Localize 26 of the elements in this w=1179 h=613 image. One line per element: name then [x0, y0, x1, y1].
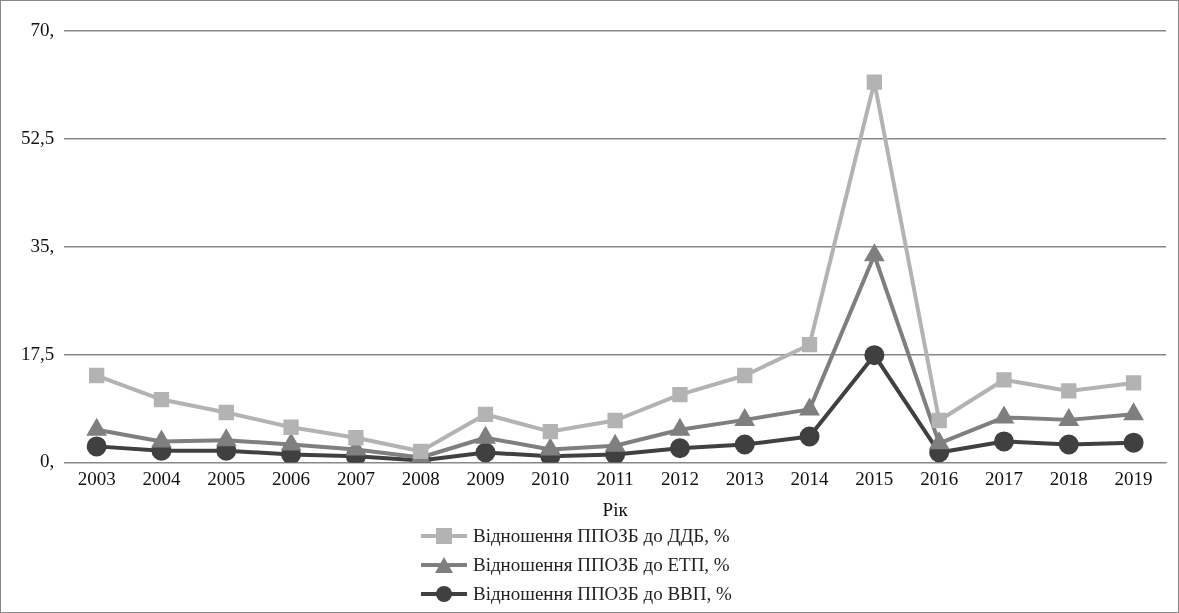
legend-label: Відношення ППОЗБ до ДДБ, %: [473, 524, 730, 548]
x-tick-label: 2015: [855, 467, 894, 489]
legend-label: Відношення ППОЗБ до ЕТП, %: [473, 553, 730, 577]
x-tick-label: 2005: [207, 467, 246, 489]
y-tick-label: 70,: [30, 18, 55, 40]
legend-label: Відношення ППОЗБ до ВВП, %: [473, 582, 732, 606]
x-tick-label: 2004: [142, 467, 181, 489]
x-tick-label: 2018: [1049, 467, 1088, 489]
y-tick-label: 52,5: [21, 126, 55, 148]
x-tick-label: 2003: [77, 467, 116, 489]
x-tick-label: 2011: [596, 467, 634, 489]
x-tick-label: 2010: [531, 467, 570, 489]
x-tick-label: 2006: [272, 467, 311, 489]
x-axis-title: Рік: [602, 498, 629, 520]
x-tick-label: 2009: [466, 467, 505, 489]
x-tick-label: 2016: [920, 467, 959, 489]
x-tick-label: 2014: [790, 467, 830, 489]
y-tick-label: 0,: [40, 450, 55, 472]
y-tick-label: 35,: [30, 234, 55, 256]
x-tick-label: 2013: [725, 467, 764, 489]
x-tick-label: 2017: [984, 467, 1023, 489]
x-tick-label: 2019: [1114, 467, 1153, 489]
x-tick-label: 2012: [660, 467, 699, 489]
x-tick-label: 2007: [336, 467, 375, 489]
y-tick-label: 17,5: [21, 342, 55, 364]
x-tick-label: 2008: [401, 467, 440, 489]
